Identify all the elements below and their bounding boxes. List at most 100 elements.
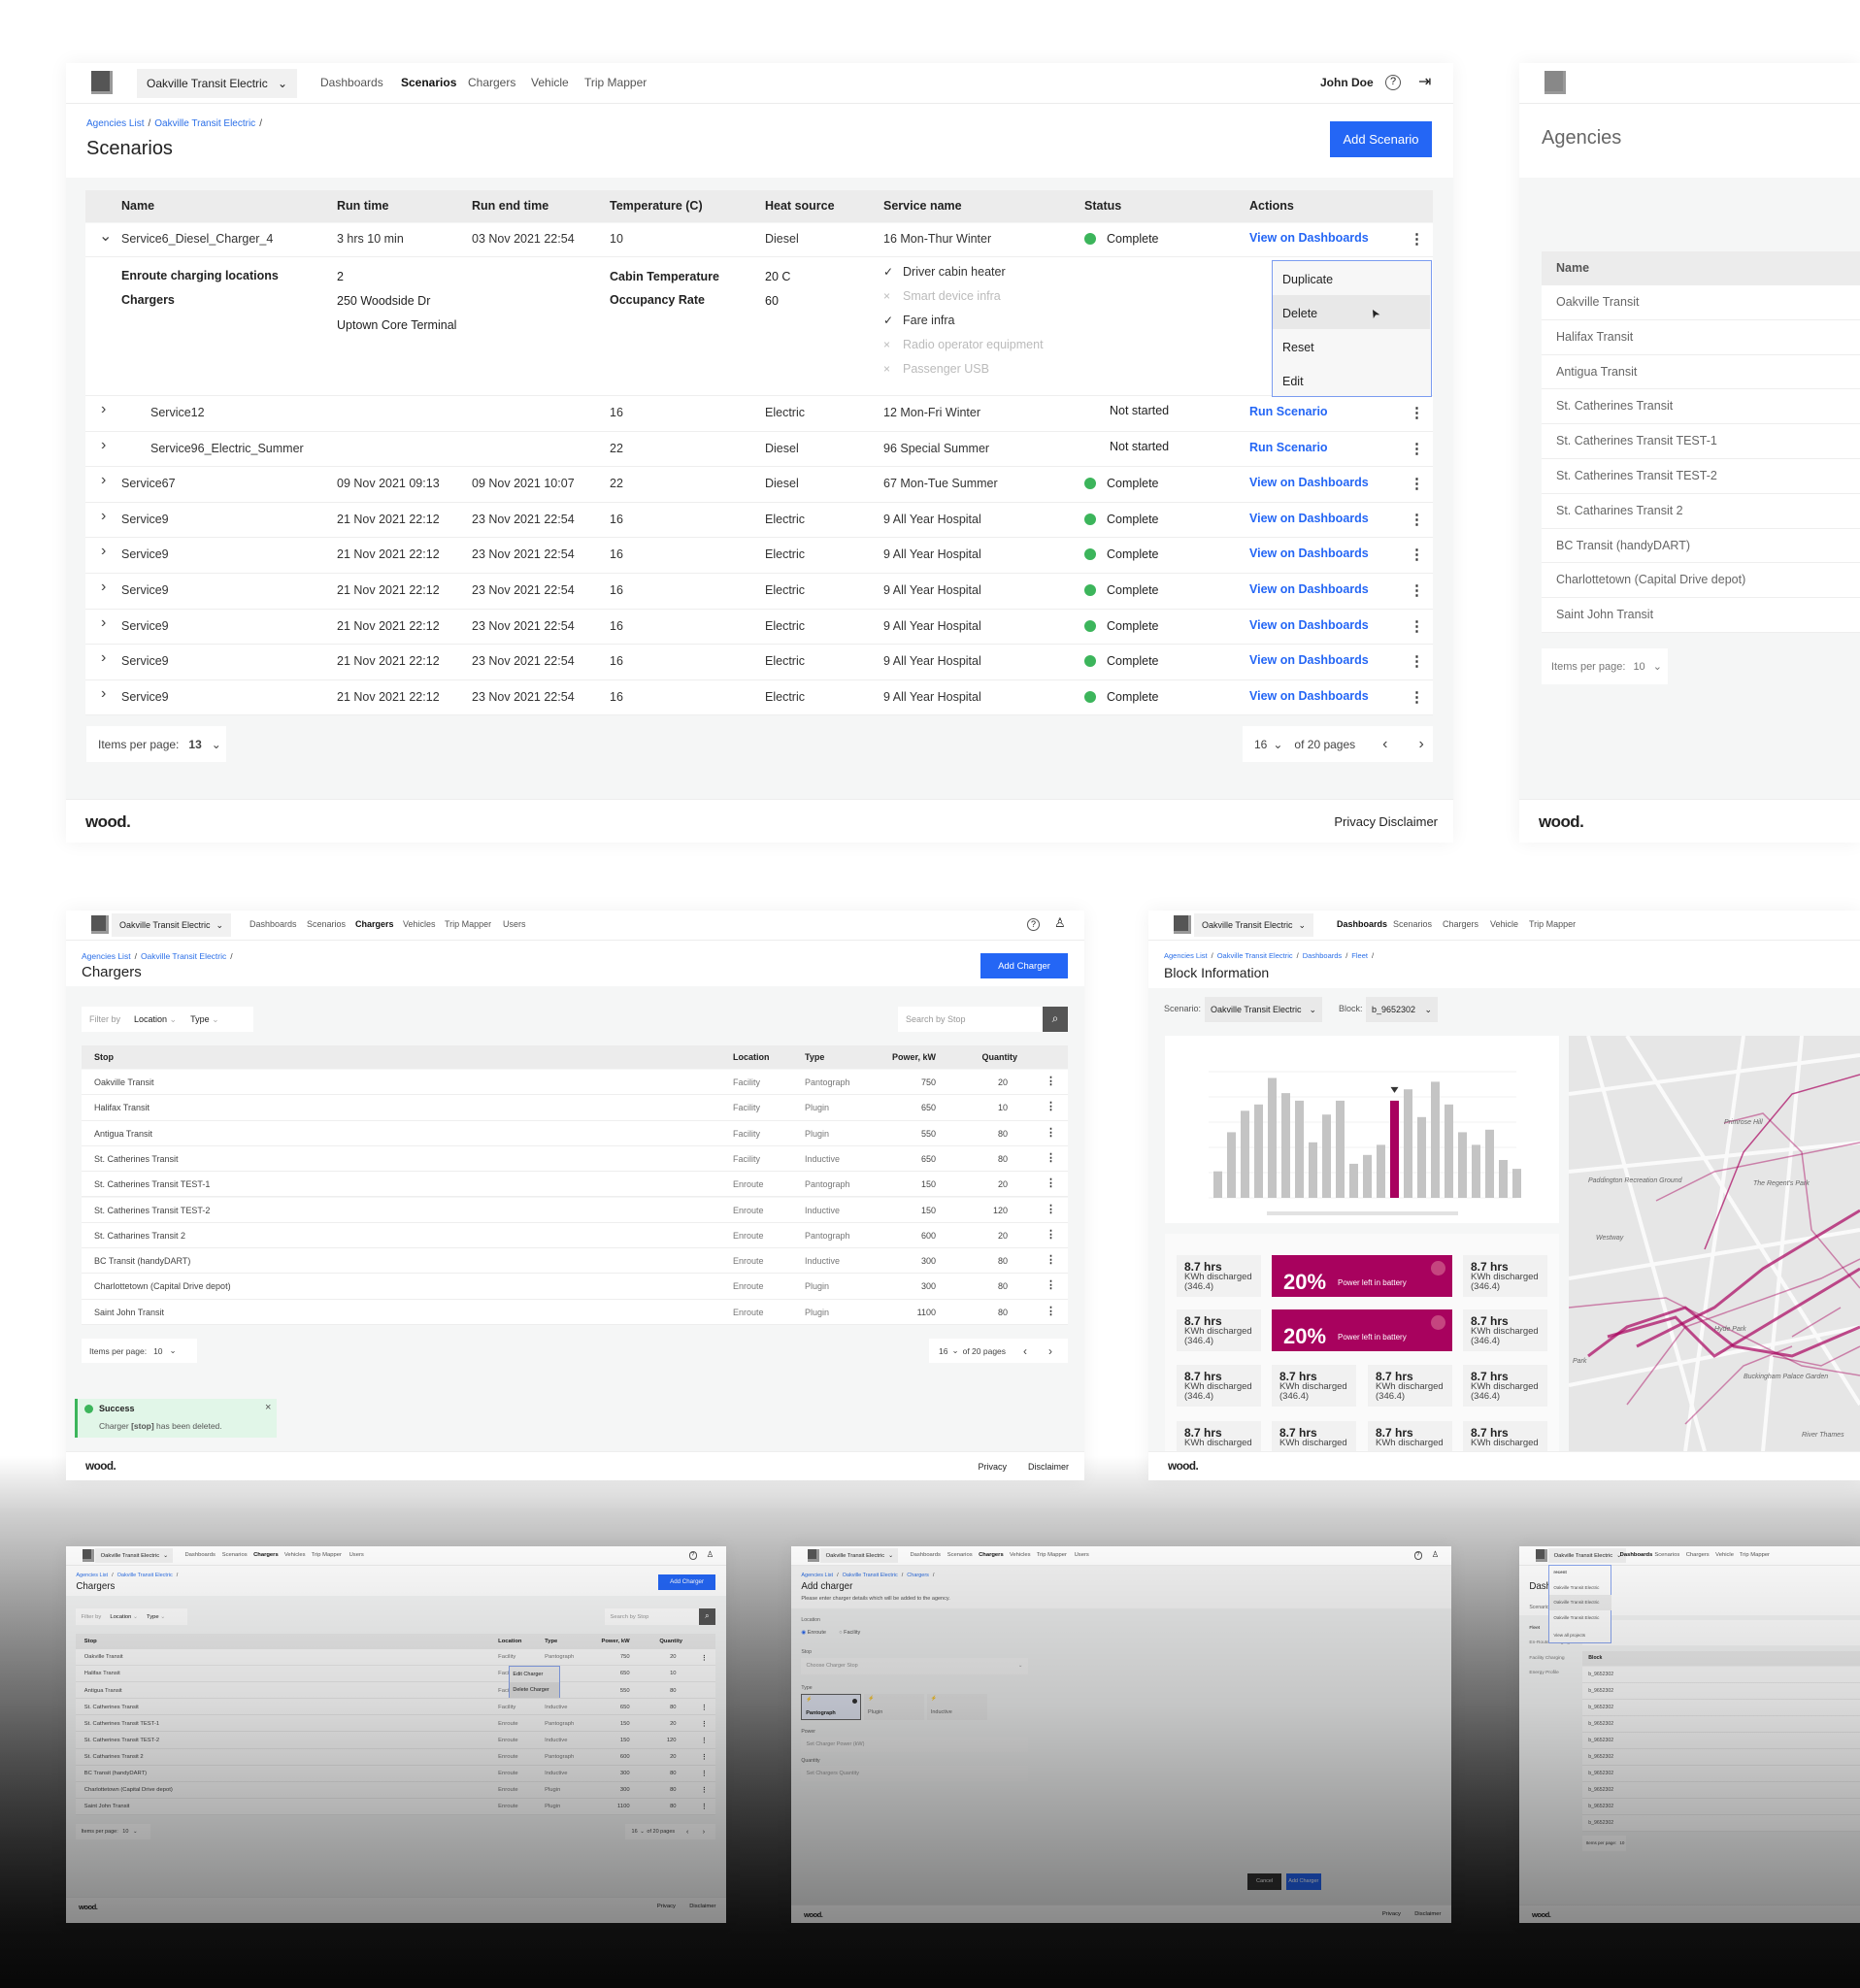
quantity-input[interactable]: Set Chargers Quantity — [801, 1766, 1028, 1781]
menu-item-reset[interactable]: Reset — [1273, 329, 1430, 363]
table-row[interactable]: › Service9 21 Nov 2021 22:12 23 Nov 2021 22… — [85, 502, 1433, 539]
bar[interactable] — [1227, 1132, 1236, 1198]
more-options-icon[interactable]: ⋮ — [1046, 1305, 1056, 1317]
charger-row[interactable]: St. Catharines Transit 2 Enroute Pantograp… — [76, 1748, 715, 1766]
stop-select[interactable]: Choose Charger Stop ⌄ — [801, 1657, 1028, 1674]
block-row[interactable]: b_9652302 — [1581, 1799, 1860, 1816]
more-options-icon[interactable]: ⋮ — [1046, 1126, 1056, 1139]
view-on-dashboards-link[interactable]: View on Dashboards — [1249, 476, 1369, 490]
nav-chargers[interactable]: Chargers — [1443, 919, 1479, 929]
bar[interactable] — [1404, 1089, 1412, 1198]
agency-row[interactable]: Halifax Transit — [1542, 319, 1860, 355]
agency-selector[interactable]: Oakville Transit Electric ⌄ — [95, 1547, 174, 1564]
breadcrumb-link[interactable]: Dashboards — [1302, 951, 1343, 960]
nav-scenarios[interactable]: Scenarios — [221, 1551, 248, 1558]
more-options-icon[interactable]: ⋮ — [700, 1802, 708, 1810]
nav-dashboards[interactable]: Dashboards — [910, 1551, 941, 1558]
bar[interactable] — [1309, 1142, 1317, 1198]
search-button[interactable]: ⌕ — [1043, 1007, 1068, 1032]
nav-vehicles[interactable]: Vehicles — [403, 919, 436, 929]
breadcrumb-link[interactable]: Oakville Transit Electric — [1216, 951, 1293, 960]
bar[interactable] — [1512, 1169, 1521, 1198]
block-row[interactable]: b_9652302 — [1581, 1699, 1860, 1716]
privacy-link[interactable]: Privacy — [1381, 1910, 1401, 1917]
nav-trip-mapper[interactable]: Trip Mapper — [445, 919, 492, 929]
more-options-icon[interactable]: ⋮ — [1046, 1228, 1056, 1241]
nav-trip-mapper[interactable]: Trip Mapper — [1529, 919, 1577, 929]
charger-row[interactable]: St. Catherines Transit TEST-1 Enroute Pant… — [76, 1715, 715, 1733]
bar[interactable] — [1417, 1116, 1426, 1198]
scenario-select[interactable]: Oakville Transit Electric ⌄ — [1205, 997, 1322, 1022]
more-options-icon[interactable]: ⋮ — [1046, 1203, 1056, 1215]
disclaimer-link[interactable]: Disclaimer — [1027, 1461, 1069, 1472]
block-row[interactable]: b_9652302 — [1581, 1715, 1860, 1733]
breadcrumb-link[interactable]: Agencies List — [801, 1573, 834, 1579]
more-options-icon[interactable]: ⋮ — [700, 1703, 708, 1711]
nav-chargers[interactable]: Chargers — [1685, 1551, 1710, 1558]
breadcrumb-link[interactable]: Oakville Transit Electric — [154, 118, 256, 129]
nav-dashboards[interactable]: Dashboards — [184, 1551, 216, 1558]
previous-page-button[interactable]: ‹ — [1382, 735, 1388, 752]
table-row[interactable]: › Service67 09 Nov 2021 09:13 09 Nov 2021 1… — [85, 467, 1433, 503]
table-row[interactable]: › Service9 21 Nov 2021 22:12 23 Nov 2021 22… — [85, 645, 1433, 680]
block-row[interactable]: b_9652302 — [1581, 1732, 1860, 1749]
breadcrumb-link[interactable]: Agencies List — [1164, 951, 1208, 960]
items-per-page[interactable]: Items per page: 10 ⌄ — [82, 1339, 197, 1363]
filter-location-dropdown[interactable]: Location ⌄ — [134, 1014, 177, 1025]
nav-scenarios[interactable]: Scenarios — [401, 76, 457, 89]
more-options-icon[interactable]: ⋮ — [1410, 511, 1424, 528]
charger-row[interactable]: St. Catherines Transit TEST-1 Enroute Pant… — [82, 1172, 1068, 1198]
nav-scenarios[interactable]: Scenarios — [307, 919, 347, 929]
disclaimer-link[interactable]: Disclaimer — [1414, 1910, 1442, 1917]
items-per-page[interactable]: Items per page: 10 — [1581, 1836, 1627, 1851]
bar[interactable] — [1241, 1110, 1249, 1198]
bar[interactable] — [1322, 1114, 1331, 1198]
nav-users[interactable]: Users — [1074, 1551, 1089, 1558]
more-options-icon[interactable]: ⋮ — [1410, 476, 1424, 493]
items-per-page[interactable]: Items per page: 10 ⌄ — [1542, 648, 1668, 684]
chevron-right-icon[interactable]: › — [101, 649, 107, 667]
privacy-link[interactable]: Privacy — [978, 1461, 1007, 1472]
privacy-link[interactable]: Privacy — [1334, 813, 1376, 829]
more-options-icon[interactable]: ⋮ — [700, 1653, 708, 1662]
view-on-dashboards-link[interactable]: View on Dashboards — [1249, 688, 1369, 703]
agency-row[interactable]: Oakville Transit — [1542, 285, 1860, 320]
help-icon[interactable]: ? — [1385, 75, 1401, 90]
nav-trip-mapper[interactable]: Trip Mapper — [311, 1551, 342, 1558]
agency-selector[interactable]: Oakville Transit Electric ⌄ — [112, 913, 231, 937]
more-options-icon[interactable]: ⋮ — [1410, 547, 1424, 564]
chevron-right-icon[interactable]: › — [101, 613, 107, 631]
bar[interactable] — [1431, 1081, 1440, 1198]
add-charger-submit-button[interactable]: Add Charger — [1285, 1872, 1321, 1890]
charger-row[interactable]: St. Catherines Transit TEST-2 Enroute Indu… — [82, 1197, 1068, 1223]
charger-row[interactable]: St. Catherines Transit Facility Inductive 6… — [76, 1699, 715, 1716]
more-options-icon[interactable]: ⋮ — [1410, 582, 1424, 599]
chevron-right-icon[interactable]: › — [101, 401, 107, 417]
add-charger-button[interactable]: Add Charger — [980, 953, 1068, 978]
view-on-dashboards-link[interactable]: View on Dashboards — [1249, 231, 1369, 245]
agency-row[interactable]: BC Transit (handyDART) — [1542, 528, 1860, 564]
bar[interactable] — [1458, 1132, 1467, 1198]
charger-row[interactable]: St. Catherines Transit TEST-2 Enroute Indu… — [76, 1732, 715, 1749]
block-row[interactable]: b_9652302 — [1581, 1666, 1860, 1683]
items-per-page[interactable]: Items per page: 10 ⌄ — [76, 1823, 151, 1839]
nav-scenarios[interactable]: Scenarios — [947, 1551, 973, 1558]
nav-scenarios[interactable]: Scenarios — [1393, 919, 1433, 929]
agency-selector[interactable]: Oakville Transit Electric ⌄ — [1548, 1547, 1627, 1564]
nav-trip-mapper[interactable]: Trip Mapper — [1036, 1551, 1067, 1558]
more-options-icon[interactable]: ⋮ — [1046, 1151, 1056, 1164]
bar[interactable] — [1349, 1163, 1358, 1198]
items-per-page[interactable]: Items per page: 13 ⌄ — [86, 726, 226, 762]
nav-dashboards[interactable]: Dashboards — [249, 919, 297, 929]
block-row[interactable]: b_9652302 — [1581, 1766, 1860, 1783]
breadcrumb-link[interactable]: Oakville Transit Electric — [116, 1573, 173, 1579]
menu-item-delete[interactable]: Delete ➤ — [1273, 295, 1430, 329]
power-input[interactable]: Set Charger Power (kW) — [801, 1737, 1028, 1752]
next-page-button[interactable]: › — [702, 1827, 706, 1837]
nav-chargers[interactable]: Chargers — [979, 1551, 1004, 1558]
menu-item-delete-charger[interactable]: Delete Charger — [509, 1682, 560, 1699]
disclaimer-link[interactable]: Disclaimer — [1378, 813, 1438, 829]
add-charger-button[interactable]: Add Charger — [658, 1574, 715, 1591]
view-on-dashboards-link[interactable]: View on Dashboards — [1249, 617, 1369, 632]
